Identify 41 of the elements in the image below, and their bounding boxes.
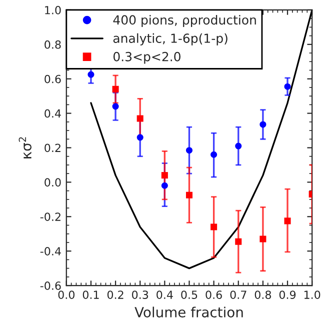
- point: [284, 83, 291, 90]
- x-tick-label: 0.3: [132, 290, 148, 299]
- y-tick-label: 0.2: [44, 144, 60, 152]
- y-tick-label: -0.2: [40, 212, 60, 222]
- point: [186, 147, 192, 154]
- point: [161, 182, 168, 189]
- x-tick-label: 0.0: [58, 290, 74, 299]
- legend-label: 0.3<p<2.0: [113, 52, 180, 64]
- y-tick-label: 0.4: [44, 109, 61, 118]
- point: [284, 218, 291, 224]
- y-tick-label: 0.8: [44, 40, 61, 49]
- point: [260, 236, 266, 242]
- point: [88, 71, 94, 78]
- point: [235, 142, 242, 150]
- y-tick-label: 1.0: [45, 6, 61, 14]
- x-tick-label: 0.2: [107, 290, 124, 299]
- y-tick-label: -0.6: [40, 281, 61, 290]
- point: [161, 172, 168, 179]
- x-tick-label: 0.4: [156, 290, 173, 299]
- point: [235, 238, 242, 245]
- x-tick-label: 0.1: [82, 290, 99, 299]
- x-tick-label: 0.5: [181, 290, 198, 299]
- x-tick-label: 0.9: [279, 290, 296, 299]
- line-series: [90, 10, 312, 270]
- point: [186, 192, 192, 198]
- x-tick-label: 0.6: [206, 290, 222, 299]
- y-tick-label: 0.6: [44, 74, 61, 84]
- point: [210, 224, 218, 230]
- x-axis-title: Volume fraction: [134, 306, 243, 318]
- point: [260, 121, 266, 128]
- x-tick-label: 1.0: [304, 290, 320, 299]
- y-axis-title: κσ$^{2}$: [18, 137, 32, 158]
- point: [136, 115, 144, 122]
- y-tick-label: -0.4: [40, 247, 61, 256]
- point: [136, 134, 144, 141]
- x-tick-label: 0.7: [230, 290, 246, 299]
- legend-label: 400 pions, ρproduction: [113, 14, 256, 28]
- x-tick-label: 0.8: [254, 290, 272, 299]
- y-tick-label: 0.0: [44, 178, 61, 187]
- legend-label: analytic, 1-6p(1-p): [113, 33, 228, 46]
- point: [210, 151, 218, 158]
